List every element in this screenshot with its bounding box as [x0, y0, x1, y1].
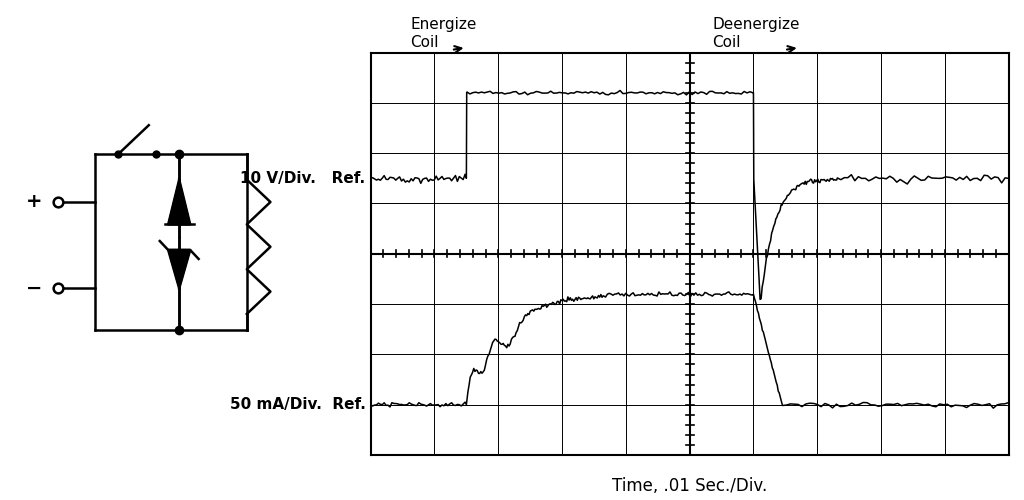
Text: Time, .01 Sec./Div.: Time, .01 Sec./Div. — [612, 477, 767, 495]
Text: Energize
Coil: Energize Coil — [410, 18, 476, 50]
Text: Deenergize
Coil: Deenergize Coil — [713, 18, 800, 50]
Text: +: + — [26, 192, 42, 212]
Text: 50 mA/Div.  Ref.: 50 mA/Div. Ref. — [229, 397, 366, 412]
Text: 10 V/Div.   Ref.: 10 V/Div. Ref. — [241, 171, 366, 186]
Text: −: − — [26, 279, 42, 298]
Polygon shape — [168, 180, 190, 224]
Polygon shape — [168, 250, 190, 288]
